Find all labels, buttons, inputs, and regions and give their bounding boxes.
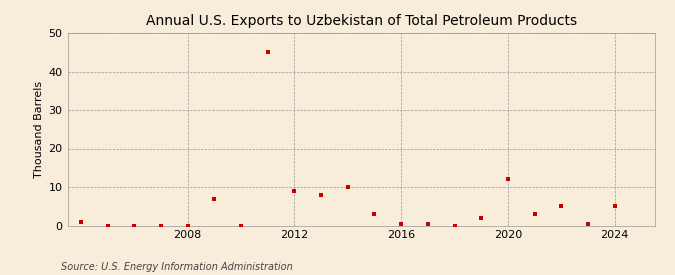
Point: [155, 223, 166, 228]
Point: [236, 223, 246, 228]
Point: [529, 212, 540, 216]
Point: [209, 196, 220, 201]
Point: [556, 204, 567, 208]
Y-axis label: Thousand Barrels: Thousand Barrels: [34, 81, 45, 178]
Point: [182, 223, 193, 228]
Point: [342, 185, 353, 189]
Point: [476, 216, 487, 220]
Point: [396, 221, 406, 226]
Point: [289, 189, 300, 193]
Point: [129, 223, 140, 228]
Text: Source: U.S. Energy Information Administration: Source: U.S. Energy Information Administ…: [61, 262, 292, 272]
Point: [449, 223, 460, 228]
Point: [369, 212, 380, 216]
Point: [583, 221, 593, 226]
Point: [102, 223, 113, 228]
Point: [76, 219, 86, 224]
Point: [316, 192, 327, 197]
Point: [610, 204, 620, 208]
Point: [263, 50, 273, 54]
Title: Annual U.S. Exports to Uzbekistan of Total Petroleum Products: Annual U.S. Exports to Uzbekistan of Tot…: [146, 14, 576, 28]
Point: [423, 221, 433, 226]
Point: [502, 177, 513, 182]
